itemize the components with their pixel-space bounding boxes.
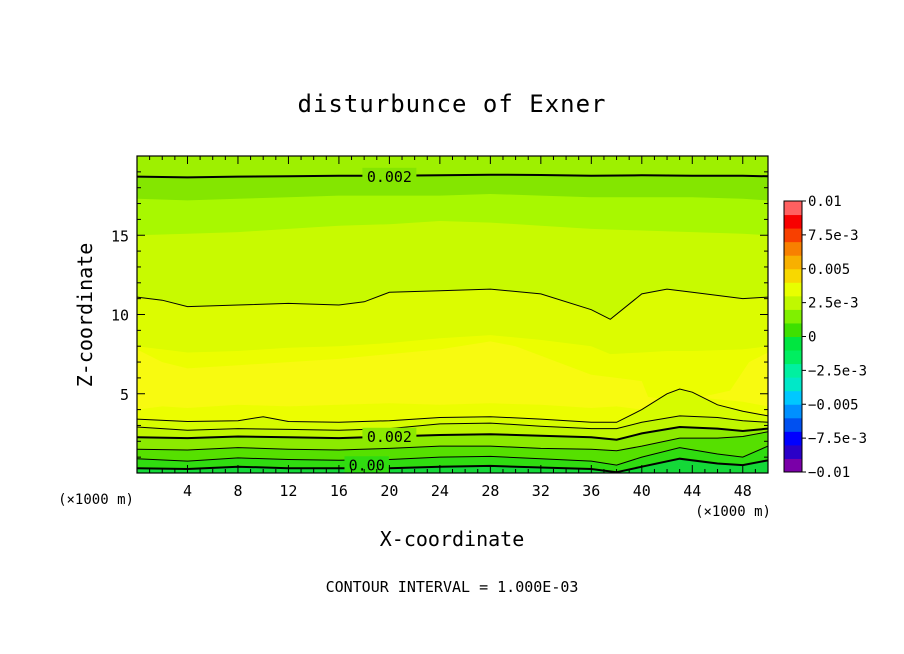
x-tick-label: 48 [734, 482, 752, 500]
x-tick-label: 16 [330, 482, 348, 500]
contour-line-2 [137, 288, 768, 320]
colorbar-swatch [784, 363, 802, 378]
x-tick-label: 32 [532, 482, 550, 500]
contour-interval-note: CONTOUR INTERVAL = 1.000E-03 [326, 578, 579, 596]
colorbar-swatch [784, 431, 802, 446]
contour-lines [137, 173, 768, 473]
contour-line-7 [137, 445, 768, 466]
contour-label-gap [362, 427, 417, 444]
contour-label: 0.00 [349, 456, 385, 474]
x-tick-label: 12 [279, 482, 297, 500]
colorbar-swatch [784, 309, 802, 324]
colorbar-swatch [784, 444, 802, 459]
contour-line-6 [137, 431, 768, 452]
contour-label-gap [344, 456, 389, 473]
x-tick-label: 36 [582, 482, 600, 500]
colorbar-swatch [784, 390, 802, 405]
y-axis-label: Z-coordinate [73, 243, 97, 388]
x-tick-label: 8 [233, 482, 242, 500]
colorbar-label: 2.5e-3 [808, 296, 859, 312]
colorbar-swatch [784, 241, 802, 256]
contour-line-8 [137, 457, 768, 473]
y-tick-label: 10 [111, 307, 129, 325]
y-tick-label: 15 [111, 227, 129, 245]
x-tick-label: 28 [481, 482, 499, 500]
contour-line-1 [137, 173, 768, 179]
x-axis-label: X-coordinate [380, 527, 525, 551]
x-tick-label: 40 [633, 482, 651, 500]
colorbar-swatch [784, 350, 802, 365]
colorbar-swatch [784, 295, 802, 310]
colorbar-swatch [784, 322, 802, 337]
contour-label: 0.002 [367, 428, 412, 446]
contour-band-13 [137, 446, 768, 473]
colorbar-label: 0.005 [808, 262, 850, 278]
x-tick-label: 24 [431, 482, 449, 500]
contour-label: 0.002 [367, 168, 412, 186]
colorbar-swatch [784, 268, 802, 283]
chart-title: disturbunce of Exner [298, 90, 607, 118]
axis-ticks [137, 156, 768, 473]
x-unit-label-right: (×1000 m) [695, 504, 771, 520]
colorbar-label: −0.005 [808, 397, 859, 413]
contour-band-14 [137, 458, 768, 473]
x-tick-label: 20 [380, 482, 398, 500]
colorbar-swatch [784, 336, 802, 351]
colorbar-label: 7.5e-3 [808, 228, 859, 244]
colorbar-swatch [784, 377, 802, 392]
contour-line-3 [137, 388, 768, 423]
colorbar-swatch [784, 255, 802, 270]
contour-fills [137, 156, 768, 473]
y-tick-label: 5 [120, 386, 129, 404]
colorbar-label: 0 [808, 330, 816, 346]
colorbar-swatch [784, 228, 802, 243]
colorbar-swatch [784, 458, 802, 473]
colorbar-swatch [784, 214, 802, 229]
contour-label-gap [362, 167, 417, 184]
colorbar-swatch [784, 282, 802, 297]
contour-line-5 [137, 425, 768, 441]
colorbar-swatch [784, 201, 802, 216]
x-tick-label: 44 [683, 482, 701, 500]
colorbar-label: −7.5e-3 [808, 431, 867, 447]
colorbar: 0.01 7.5e-3 0.005 2.5e-3 0 −2.5e-3 −0.005 −7.5e… [783, 194, 867, 481]
x-tick-label: 4 [183, 482, 192, 500]
contour-line-4 [137, 415, 768, 431]
colorbar-swatch [784, 417, 802, 432]
colorbar-label: 0.01 [808, 194, 842, 210]
colorbar-label: −2.5e-3 [808, 363, 867, 379]
x-unit-label-left: (×1000 m) [58, 492, 134, 508]
colorbar-label: −0.01 [808, 465, 850, 481]
colorbar-swatch [784, 404, 802, 419]
